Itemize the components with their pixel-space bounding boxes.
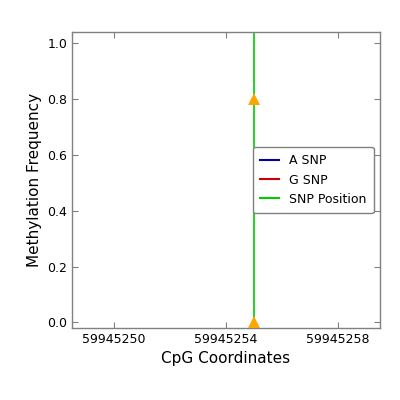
Y-axis label: Methylation Frequency: Methylation Frequency [26,93,42,267]
X-axis label: CpG Coordinates: CpG Coordinates [162,352,290,366]
Legend: A SNP, G SNP, SNP Position: A SNP, G SNP, SNP Position [253,147,374,213]
